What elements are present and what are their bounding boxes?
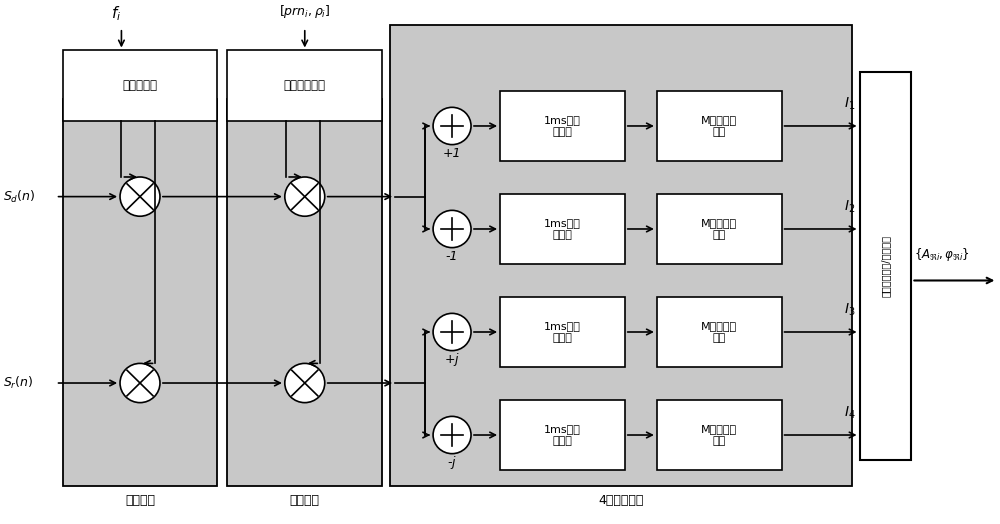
Text: 伪码剥离: 伪码剥离: [290, 494, 320, 507]
Text: M次非相干
累加: M次非相干 累加: [701, 115, 737, 137]
Text: $I_4$: $I_4$: [844, 405, 856, 421]
Text: M次非相干
累加: M次非相干 累加: [701, 321, 737, 343]
Circle shape: [433, 313, 471, 351]
Text: +$j$: +$j$: [444, 351, 460, 368]
Text: 载波剥离: 载波剥离: [125, 494, 155, 507]
Circle shape: [433, 417, 471, 454]
Text: $[prn_i,\rho_i]$: $[prn_i,\rho_i]$: [279, 3, 331, 20]
Text: +1: +1: [443, 147, 461, 160]
Text: M次非相干
累加: M次非相干 累加: [701, 424, 737, 446]
Text: 本地码发生器: 本地码发生器: [284, 79, 326, 92]
Text: M次非相干
累加: M次非相干 累加: [701, 218, 737, 240]
FancyBboxPatch shape: [500, 194, 625, 264]
Text: $\{A_{\Re i},\varphi_{\Re i}\}$: $\{A_{\Re i},\varphi_{\Re i}\}$: [914, 246, 970, 263]
Text: 1ms相干
积分器: 1ms相干 积分器: [544, 321, 581, 343]
FancyBboxPatch shape: [63, 99, 217, 486]
Circle shape: [433, 107, 471, 145]
FancyBboxPatch shape: [860, 72, 911, 460]
Circle shape: [285, 363, 325, 402]
Text: 4路干涉处理: 4路干涉处理: [598, 494, 644, 507]
FancyBboxPatch shape: [657, 91, 782, 161]
FancyBboxPatch shape: [657, 194, 782, 264]
FancyBboxPatch shape: [63, 50, 217, 121]
Text: $I_1$: $I_1$: [844, 96, 856, 112]
Text: $f_i$: $f_i$: [111, 4, 122, 23]
Text: $S_r\left(n\right)$: $S_r\left(n\right)$: [3, 375, 33, 391]
Text: 1ms相干
积分器: 1ms相干 积分器: [544, 424, 581, 446]
FancyBboxPatch shape: [227, 50, 382, 121]
FancyBboxPatch shape: [227, 99, 382, 486]
Circle shape: [120, 177, 160, 216]
FancyBboxPatch shape: [390, 25, 852, 486]
Circle shape: [433, 210, 471, 248]
Text: 1ms相干
积分器: 1ms相干 积分器: [544, 115, 581, 137]
Text: $I_2$: $I_2$: [844, 199, 856, 215]
FancyBboxPatch shape: [657, 400, 782, 471]
FancyBboxPatch shape: [500, 297, 625, 367]
Circle shape: [120, 363, 160, 402]
Text: 反射信号幅度/相位估算: 反射信号幅度/相位估算: [880, 235, 890, 297]
Text: -1: -1: [446, 250, 458, 263]
FancyBboxPatch shape: [500, 400, 625, 471]
Text: $I_3$: $I_3$: [844, 302, 856, 318]
Text: 载波发生器: 载波发生器: [123, 79, 158, 92]
Text: -$j$: -$j$: [447, 454, 457, 471]
Circle shape: [285, 177, 325, 216]
FancyBboxPatch shape: [500, 91, 625, 161]
FancyBboxPatch shape: [657, 297, 782, 367]
Text: $S_d\left(n\right)$: $S_d\left(n\right)$: [3, 189, 35, 205]
Text: 1ms相干
积分器: 1ms相干 积分器: [544, 218, 581, 240]
